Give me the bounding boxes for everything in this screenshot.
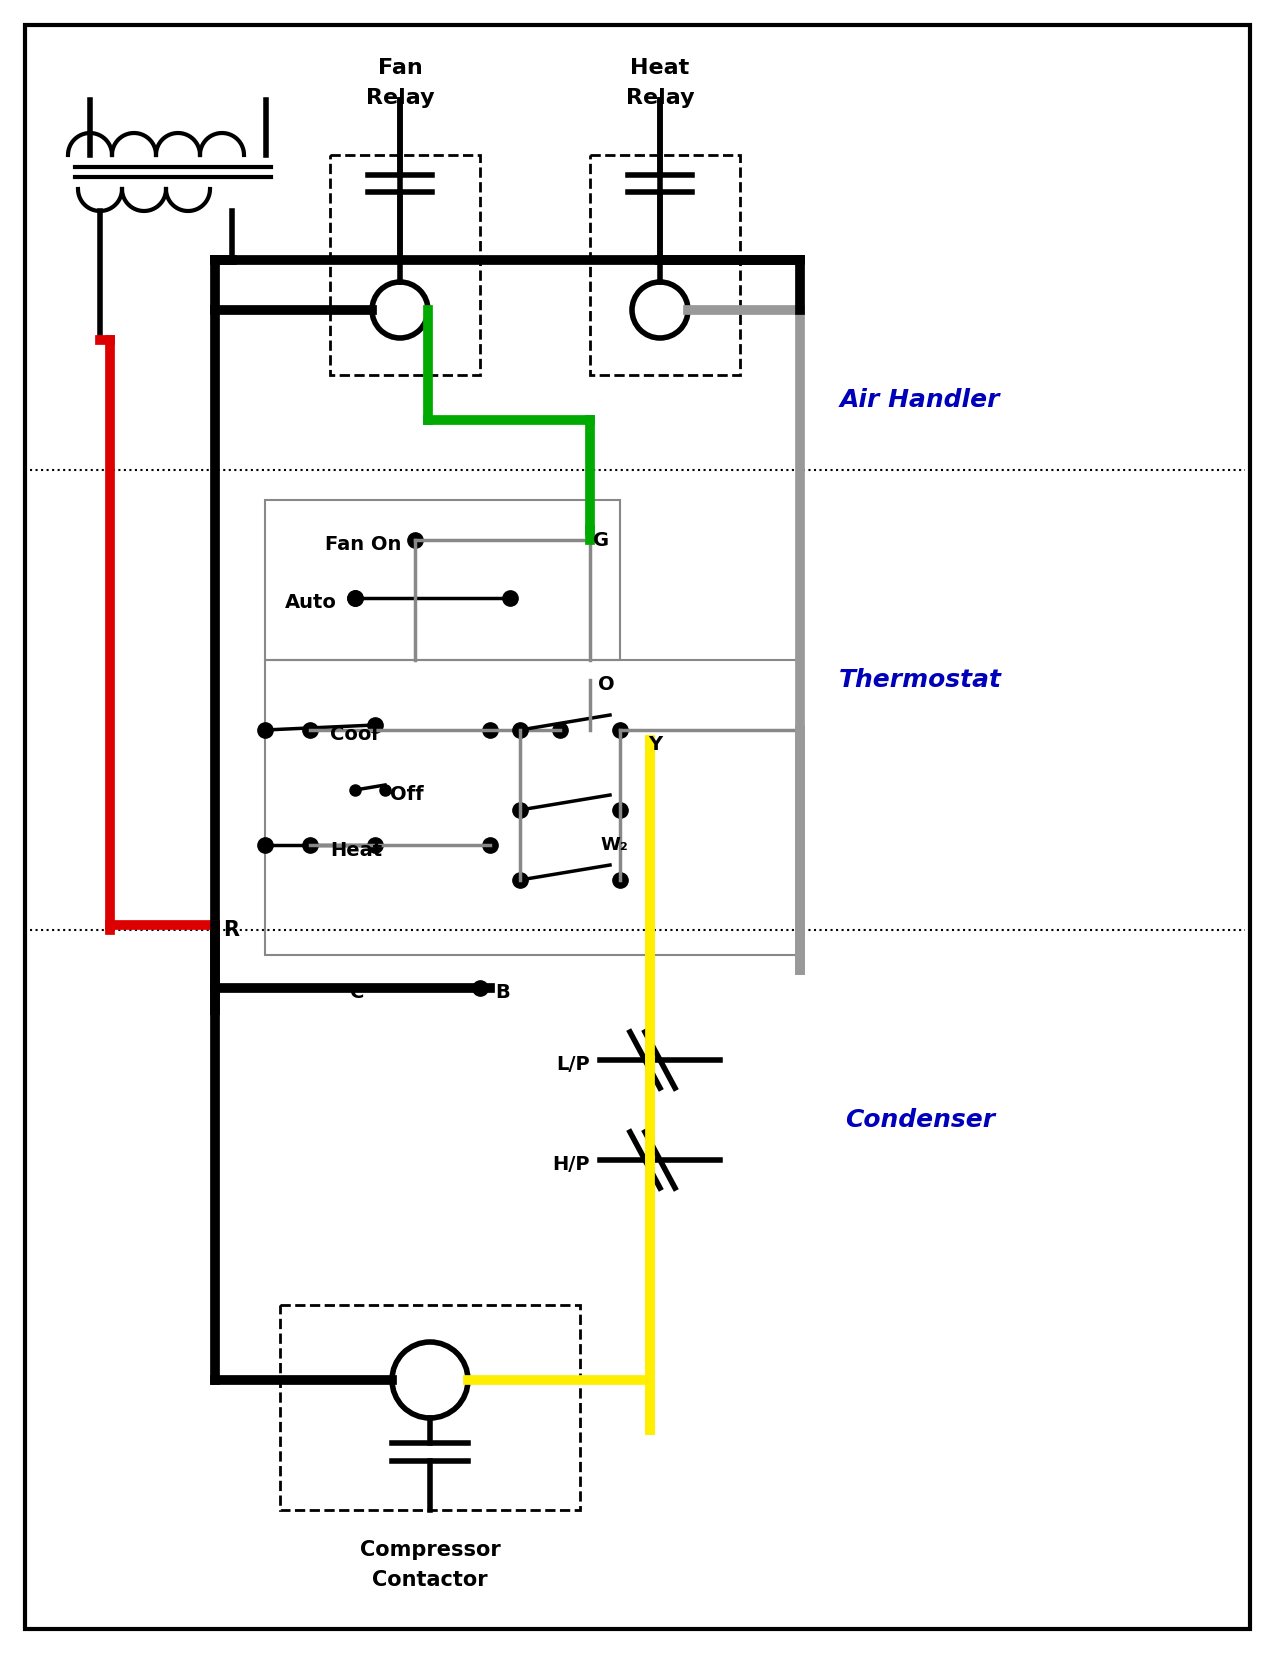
Text: G: G — [593, 531, 609, 549]
Text: Relay: Relay — [626, 88, 695, 108]
Text: O: O — [598, 675, 615, 695]
Text: Y: Y — [648, 736, 662, 754]
Text: Cool: Cool — [330, 726, 377, 744]
Text: Thermostat: Thermostat — [839, 668, 1001, 691]
Text: Relay: Relay — [366, 88, 435, 108]
Text: H/P: H/P — [552, 1156, 590, 1174]
Text: Auto: Auto — [286, 594, 337, 612]
Bar — [265, 500, 620, 660]
Text: Heat: Heat — [330, 840, 382, 860]
Bar — [280, 1305, 580, 1510]
Text: R: R — [223, 920, 238, 939]
Text: Compressor: Compressor — [360, 1540, 500, 1560]
Text: Off: Off — [390, 786, 423, 804]
Text: Contactor: Contactor — [372, 1570, 488, 1589]
Text: Condenser: Condenser — [845, 1108, 994, 1131]
Bar — [590, 155, 740, 375]
Text: Fan On: Fan On — [325, 536, 402, 554]
Text: C: C — [351, 984, 365, 1002]
Text: W₂: W₂ — [601, 835, 627, 853]
Text: L/P: L/P — [556, 1055, 590, 1075]
Bar — [265, 660, 799, 954]
Text: B: B — [495, 984, 510, 1002]
Text: Fan: Fan — [377, 58, 422, 78]
Text: Heat: Heat — [630, 58, 690, 78]
Bar — [330, 155, 479, 375]
Text: Air Handler: Air Handler — [840, 389, 1001, 412]
